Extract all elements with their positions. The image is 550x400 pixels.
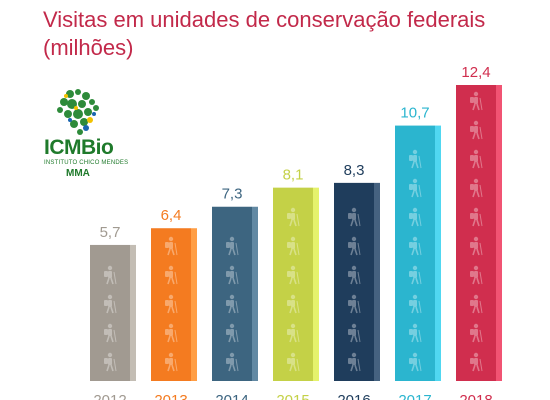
- bar-body: [273, 187, 313, 381]
- hiker-icon: [165, 352, 178, 372]
- hiker-icon: [470, 120, 483, 140]
- bar-2015: [273, 187, 319, 381]
- year-label: 2017: [398, 392, 431, 400]
- bar-2016: [334, 182, 380, 381]
- hiker-icon: [165, 236, 178, 256]
- year-label: 2014: [215, 392, 248, 400]
- hiker-icon: [226, 236, 239, 256]
- hiker-icon: [348, 294, 361, 314]
- hiker-icon: [165, 265, 178, 285]
- hiker-icon: [348, 236, 361, 256]
- hiker-icon: [470, 236, 483, 256]
- bar-2014: [212, 206, 258, 381]
- hiker-icon: [287, 207, 300, 227]
- bar-2017: [395, 125, 441, 381]
- bar-body: [212, 206, 252, 381]
- hiker-icon: [470, 265, 483, 285]
- bar-body: [395, 125, 435, 381]
- year-label: 2018: [459, 392, 492, 400]
- hiker-icon: [226, 352, 239, 372]
- hiker-icon: [409, 294, 422, 314]
- hiker-icon: [470, 323, 483, 343]
- year-label: 2015: [276, 392, 309, 400]
- hiker-icon: [348, 207, 361, 227]
- value-label: 12,4: [461, 64, 490, 81]
- value-label: 6,4: [161, 207, 182, 224]
- bar-2018: [456, 85, 502, 381]
- logo-name: ICMBio: [44, 136, 114, 159]
- hiker-icon: [226, 323, 239, 343]
- hiker-icon: [470, 178, 483, 198]
- bar-side: [313, 187, 319, 381]
- bar-side: [130, 244, 136, 381]
- hiker-icon: [287, 294, 300, 314]
- year-label: 2013: [154, 392, 187, 400]
- bar-side: [191, 228, 197, 381]
- hiker-icon: [104, 294, 117, 314]
- value-label: 8,1: [283, 167, 304, 184]
- logo-subtitle: INSTITUTO CHICO MENDES: [44, 160, 129, 166]
- year-label: 2012: [93, 392, 126, 400]
- hiker-icon: [470, 149, 483, 169]
- hiker-icon: [409, 265, 422, 285]
- hiker-icon: [409, 236, 422, 256]
- hiker-icon: [165, 294, 178, 314]
- value-label: 8,3: [344, 162, 365, 179]
- bar-2013: [151, 228, 197, 381]
- hiker-icon: [470, 352, 483, 372]
- hiker-icon: [470, 294, 483, 314]
- value-label: 5,7: [100, 224, 121, 241]
- value-label: 10,7: [400, 105, 429, 122]
- hiker-icon: [348, 323, 361, 343]
- value-label: 7,3: [222, 186, 243, 203]
- hiker-icon: [287, 265, 300, 285]
- bar-side: [252, 206, 258, 381]
- hiker-icon: [165, 323, 178, 343]
- bar-side: [496, 85, 502, 381]
- hiker-icon: [287, 236, 300, 256]
- hiker-icon: [104, 352, 117, 372]
- brazil-map-logo-icon: [57, 89, 99, 135]
- bar-body: [151, 228, 191, 381]
- bar-side: [374, 182, 380, 381]
- hiker-icon: [470, 91, 483, 111]
- hiker-icon: [470, 207, 483, 227]
- hiker-icon: [226, 265, 239, 285]
- hiker-icon: [409, 352, 422, 372]
- bar-2012: [90, 244, 136, 381]
- hiker-icon: [287, 352, 300, 372]
- hiker-icon: [348, 352, 361, 372]
- hiker-icon: [409, 149, 422, 169]
- bar-body: [334, 182, 374, 381]
- hiker-icon: [104, 265, 117, 285]
- hiker-icon: [287, 323, 300, 343]
- hiker-icon: [409, 178, 422, 198]
- hiker-icon: [409, 207, 422, 227]
- logo-org: MMA: [66, 168, 90, 179]
- bar-body: [90, 244, 130, 381]
- bar-side: [435, 125, 441, 381]
- chart-title: Visitas em unidades de conservação feder…: [43, 7, 486, 60]
- bar-body: [456, 85, 496, 381]
- hiker-icon: [348, 265, 361, 285]
- year-label: 2016: [337, 392, 370, 400]
- hiker-icon: [226, 294, 239, 314]
- hiker-icon: [104, 323, 117, 343]
- hiker-icon: [409, 323, 422, 343]
